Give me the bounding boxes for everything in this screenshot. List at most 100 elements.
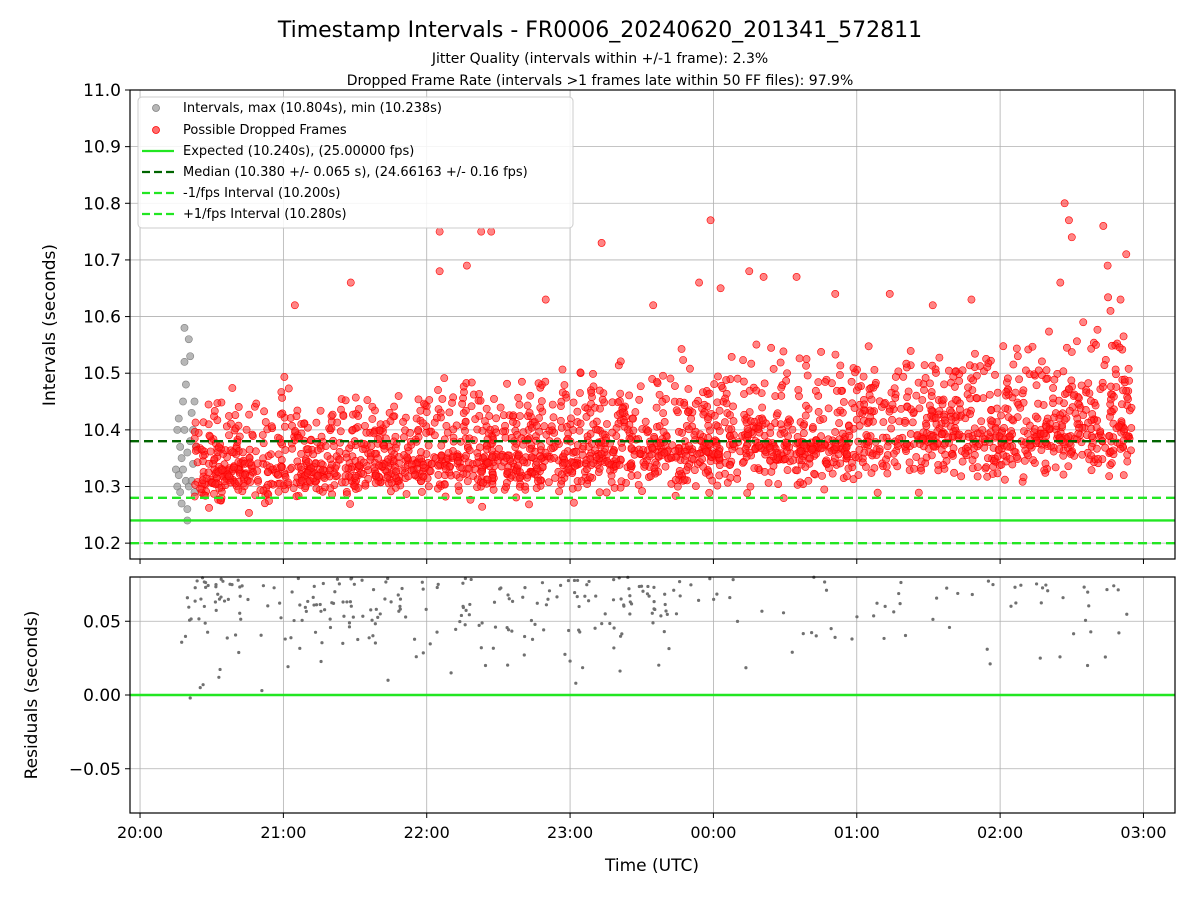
dropped-frame-point [414, 395, 423, 404]
residual-point [970, 592, 974, 597]
dropped-frame-point [885, 290, 894, 298]
dropped-frame-point [963, 442, 972, 451]
dropped-frame-point [865, 391, 874, 399]
dropped-frame-point [752, 386, 761, 395]
dropped-frame-point [742, 452, 751, 461]
dropped-frame-point [1093, 444, 1101, 453]
residual-point [404, 615, 408, 619]
interval-point [174, 414, 183, 423]
dropped-frame-point [371, 471, 380, 480]
residual-point [341, 600, 345, 604]
dropped-frame-point [789, 456, 797, 465]
dropped-frame-point [1011, 388, 1020, 397]
dropped-frame-point [1085, 389, 1094, 398]
residual-point [628, 594, 632, 598]
dropped-frame-point [918, 396, 927, 404]
dropped-frame-point [660, 449, 669, 457]
dropped-frame-point [829, 458, 838, 467]
dropped-frame-point [649, 301, 658, 310]
dropped-frame-point [739, 356, 747, 364]
dropped-frame-point [419, 419, 427, 428]
dropped-frame-point [1091, 401, 1100, 410]
residual-point [530, 637, 535, 642]
dropped-frame-point [1015, 375, 1023, 384]
x-tick-label: 22:00 [404, 823, 450, 842]
dropped-frame-point [988, 417, 997, 426]
dropped-frame-point [1073, 337, 1081, 346]
dropped-frame-point [847, 377, 856, 386]
residual-point [585, 583, 589, 587]
residual-point [318, 602, 322, 607]
dropped-frame-point [873, 488, 882, 497]
residual-point [664, 609, 668, 613]
dropped-frame-point [615, 460, 624, 469]
residual-point [790, 650, 794, 654]
dropped-frame-point [655, 390, 664, 399]
dropped-frame-point [598, 430, 607, 439]
dropped-frame-point [253, 476, 262, 484]
dropped-frame-point [479, 478, 488, 487]
residual-point [629, 602, 634, 606]
dropped-frame-point [1039, 429, 1048, 438]
dropped-frame-point [417, 448, 425, 456]
dropped-frame-point [629, 414, 637, 423]
dropped-frame-point [346, 278, 355, 287]
residual-point [506, 593, 510, 597]
dropped-frame-point [407, 441, 416, 449]
dropped-frame-point [980, 443, 989, 452]
dropped-frame-point [1119, 471, 1128, 480]
dropped-frame-point [364, 474, 373, 483]
dropped-frame-point [646, 472, 655, 481]
dropped-frame-point [961, 449, 970, 458]
dropped-frame-point [766, 429, 775, 437]
residual-point [662, 630, 666, 634]
dropped-frame-point [929, 442, 938, 451]
dropped-frame-point [684, 407, 692, 416]
dropped-frame-point [240, 482, 249, 491]
dropped-frame-point [583, 465, 591, 474]
dropped-frame-point [616, 389, 625, 398]
dropped-frame-point [977, 417, 986, 426]
dropped-frame-point [300, 419, 309, 428]
residual-point [672, 588, 676, 592]
residual-point [1112, 584, 1116, 588]
dropped-frame-point [860, 448, 869, 457]
dropped-frame-point [939, 395, 948, 404]
residual-point [651, 621, 655, 625]
dropped-frame-point [523, 473, 532, 482]
interval-point [180, 425, 189, 434]
residual-point [1039, 601, 1043, 605]
dropped-frame-point [879, 418, 888, 427]
dropped-frame-point [449, 425, 458, 434]
dropped-frame-point [848, 458, 856, 467]
dropped-frame-point [246, 478, 255, 486]
dropped-frame-point [422, 408, 431, 417]
residual-point [1085, 663, 1090, 668]
top-panel-ylabel: Intervals (seconds) [40, 244, 60, 406]
residual-point [436, 582, 440, 587]
dropped-frame-point [339, 412, 348, 421]
residual-point [396, 593, 400, 597]
residual-point [278, 601, 282, 605]
dropped-frame-point [671, 476, 680, 484]
dropped-frame-point [951, 424, 959, 433]
dropped-frame-point [635, 395, 644, 404]
chart-title: Timestamp Intervals - FR0006_20240620_20… [277, 18, 922, 43]
dropped-frame-point [526, 391, 535, 400]
dropped-frame-point [891, 393, 900, 402]
dropped-frame-point [589, 370, 597, 378]
residual-point [618, 634, 623, 638]
dropped-frame-point [641, 460, 650, 469]
dropped-frame-point [776, 358, 785, 367]
dropped-frame-point [887, 424, 896, 433]
dropped-frame-point [535, 414, 543, 423]
residual-point [1019, 583, 1023, 587]
dropped-frame-point [448, 398, 456, 407]
dropped-frame-point [1051, 463, 1060, 472]
dropped-frame-point [366, 455, 375, 464]
residual-point [398, 607, 402, 611]
dropped-frame-point [958, 366, 967, 375]
dropped-frame-point [198, 476, 207, 485]
residual-point [1089, 630, 1093, 634]
dropped-frame-point [760, 467, 769, 476]
